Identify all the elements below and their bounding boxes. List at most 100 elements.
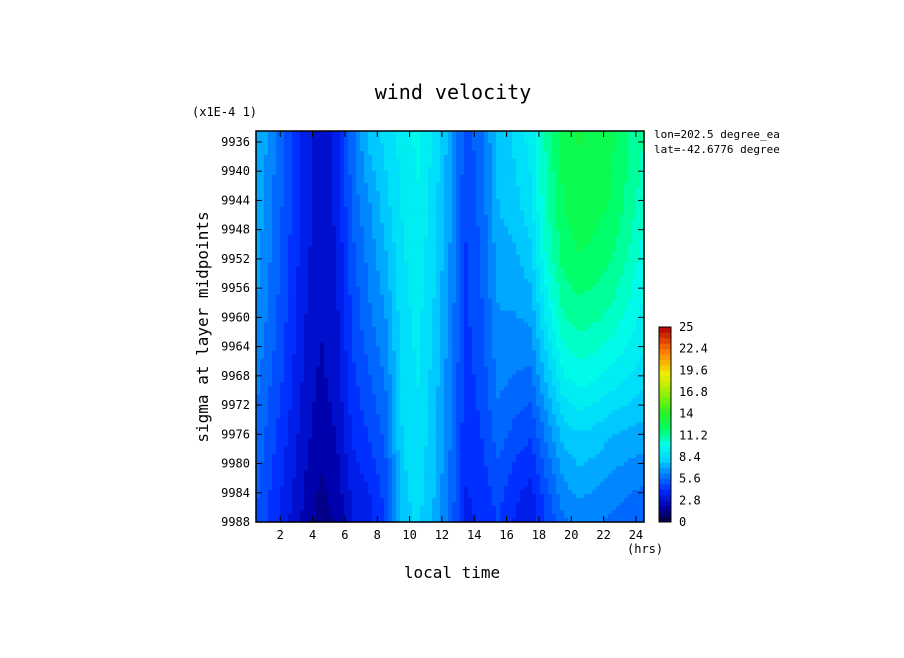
heatmap-cell <box>552 262 557 268</box>
heatmap-cell <box>260 138 265 144</box>
heatmap-cell <box>432 198 437 204</box>
heatmap-cell <box>620 270 625 276</box>
heatmap-cell <box>632 290 637 296</box>
heatmap-cell <box>612 310 617 316</box>
heatmap-cell <box>340 246 345 252</box>
heatmap-cell <box>548 246 553 252</box>
heatmap-cell <box>504 150 509 156</box>
heatmap-cell <box>348 174 353 180</box>
heatmap-cell <box>608 250 613 256</box>
heatmap-cell <box>576 234 581 240</box>
heatmap-cell <box>392 294 397 300</box>
heatmap-cell <box>336 326 341 332</box>
heatmap-cell <box>636 170 641 176</box>
heatmap-cell <box>600 138 605 144</box>
heatmap-cell <box>404 138 409 144</box>
heatmap-cell <box>616 318 621 324</box>
heatmap-cell <box>376 142 381 148</box>
heatmap-cell <box>280 202 285 208</box>
heatmap-cell <box>476 274 481 280</box>
heatmap-cell <box>576 250 581 256</box>
heatmap-cell <box>564 166 569 172</box>
heatmap-cell <box>432 246 437 252</box>
heatmap-cell <box>556 274 561 280</box>
heatmap-cell <box>472 318 477 324</box>
heatmap-cell <box>356 166 361 172</box>
heatmap-cell <box>576 266 581 272</box>
heatmap-cell <box>268 142 273 148</box>
heatmap-cell <box>452 246 457 252</box>
heatmap-cell <box>592 174 597 180</box>
heatmap-cell <box>336 286 341 292</box>
heatmap-cell <box>576 242 581 248</box>
heatmap-cell <box>520 131 525 136</box>
heatmap-cell <box>352 246 357 252</box>
heatmap-cell <box>328 270 333 276</box>
heatmap-cell <box>536 238 541 244</box>
heatmap-cell <box>340 222 345 228</box>
heatmap-cell <box>324 158 329 164</box>
heatmap-cell <box>348 166 353 172</box>
heatmap-cell <box>584 194 589 200</box>
heatmap-cell <box>324 278 329 284</box>
heatmap-cell <box>312 131 317 136</box>
heatmap-cell <box>484 298 489 304</box>
heatmap-cell <box>456 202 461 208</box>
heatmap-cell <box>360 330 365 336</box>
heatmap-cell <box>276 166 281 172</box>
heatmap-cell <box>376 286 381 292</box>
heatmap-cell <box>348 246 353 252</box>
heatmap-cell <box>596 238 601 244</box>
heatmap-cell <box>380 334 385 340</box>
heatmap-cell <box>276 326 281 332</box>
heatmap-cell <box>552 306 557 312</box>
heatmap-cell <box>508 302 513 308</box>
heatmap-cell <box>292 131 297 136</box>
heatmap-cell <box>312 294 317 300</box>
heatmap-cell <box>320 254 325 260</box>
heatmap-cell <box>392 326 397 332</box>
heatmap-cell <box>376 206 381 212</box>
heatmap-cell <box>576 162 581 168</box>
heatmap-cell <box>256 202 261 208</box>
heatmap-cell <box>532 166 537 172</box>
heatmap-cell <box>336 202 341 208</box>
heatmap-cell <box>424 270 429 276</box>
heatmap-cell <box>560 234 565 240</box>
heatmap-cell <box>264 202 269 208</box>
heatmap-cell <box>408 166 413 172</box>
heatmap-cell <box>572 246 577 252</box>
heatmap-cell <box>360 178 365 184</box>
heatmap-cell <box>256 162 261 168</box>
heatmap-cell <box>468 178 473 184</box>
heatmap-cell <box>440 134 445 140</box>
heatmap-cell <box>472 198 477 204</box>
heatmap-cell <box>300 234 305 240</box>
heatmap-cell <box>476 162 481 168</box>
heatmap-cell <box>336 194 341 200</box>
heatmap-cell <box>264 242 269 248</box>
heatmap-cell <box>440 314 445 320</box>
heatmap-cell <box>572 286 577 292</box>
heatmap-cell <box>596 318 601 324</box>
heatmap-cell <box>460 242 465 248</box>
heatmap-cell <box>356 266 361 272</box>
heatmap-cell <box>484 274 489 280</box>
heatmap-cell <box>420 306 425 312</box>
heatmap-cell <box>440 170 445 176</box>
heatmap-cell <box>464 202 469 208</box>
heatmap-cell <box>604 322 609 328</box>
heatmap-cell <box>612 314 617 320</box>
heatmap-cell <box>560 182 565 188</box>
heatmap-cell <box>436 198 441 204</box>
heatmap-cell <box>528 170 533 176</box>
heatmap-cell <box>536 278 541 284</box>
heatmap-cell <box>384 258 389 264</box>
heatmap-cell <box>292 234 297 240</box>
heatmap-cell <box>284 218 289 224</box>
heatmap-cell <box>500 131 505 136</box>
heatmap-cell <box>412 154 417 160</box>
heatmap-cell <box>420 314 425 320</box>
heatmap-cell <box>476 262 481 268</box>
heatmap-cell <box>516 262 521 268</box>
